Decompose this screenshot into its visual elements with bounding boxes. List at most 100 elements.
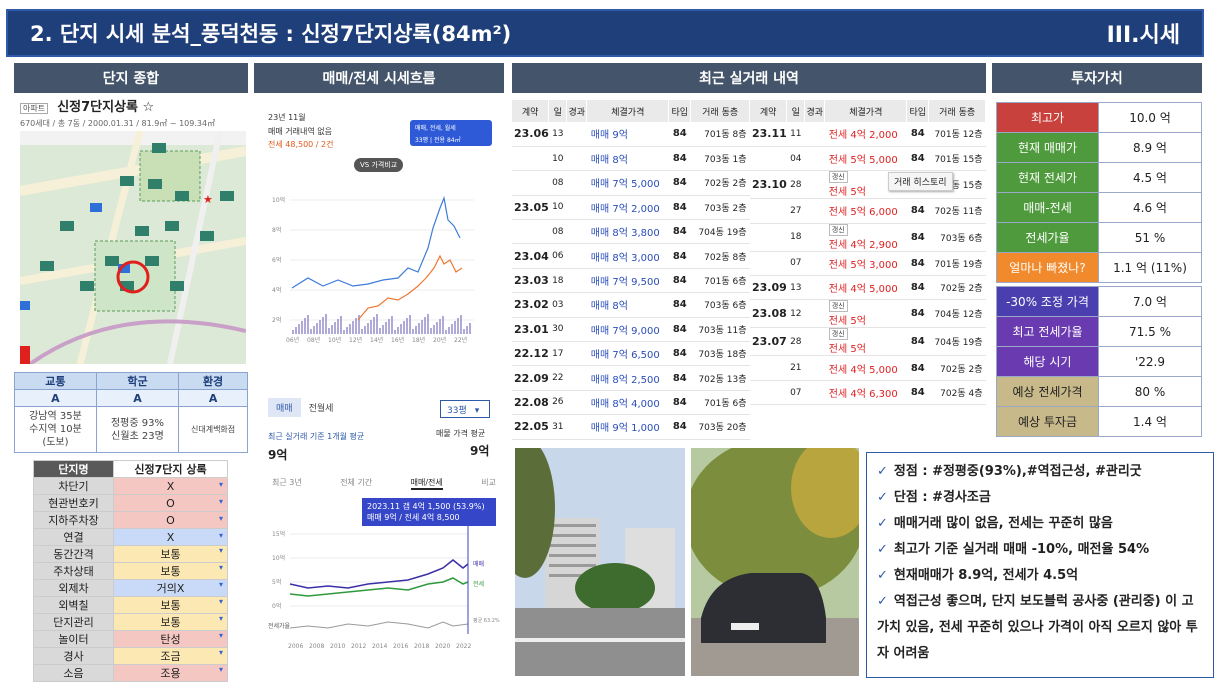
grade-env: A	[178, 389, 248, 407]
dropdown-arrow-icon[interactable]: ▾	[218, 563, 223, 572]
deal-row[interactable]: 08 매매 7억 5,000 84 702동 2층	[512, 170, 750, 196]
deal-row[interactable]: 23.03 18 매매 7억 9,500 84 701동 6층	[512, 268, 750, 294]
check-icon: ✓	[877, 516, 888, 531]
deal-row[interactable]: 23.11 11 전세 4억 2,000 84 701동 12층	[750, 122, 986, 147]
volume-bar	[328, 328, 330, 334]
deal-floor: 703동 1층	[690, 146, 750, 172]
dropdown-arrow-icon[interactable]: ▾	[218, 580, 223, 589]
dropdown-arrow-icon[interactable]: ▾	[218, 530, 223, 540]
tab-3y[interactable]: 최근 3년	[272, 478, 302, 487]
deal-renewal	[566, 365, 587, 391]
deal-row[interactable]: 23.09 13 전세 4억 5,000 84 702동 2층	[750, 275, 986, 301]
deal-row[interactable]: 21 전세 4억 5,000 84 702동 2층	[750, 355, 986, 381]
deal-row[interactable]: 07 전세 4억 6,300 84 702동 4층	[750, 380, 986, 406]
deal-header-cell: 경과	[566, 100, 588, 122]
tab-compare[interactable]: 비교	[481, 478, 496, 487]
attr-value-text: X	[166, 530, 175, 544]
dropdown-arrow-icon[interactable]: ▾	[218, 648, 223, 657]
deal-price-text: 매매 7억 6,500	[590, 350, 660, 362]
trend-filter[interactable]: 매매, 전세, 월세 33평 | 전용 84㎡	[410, 120, 492, 146]
deal-row[interactable]: 22.08 26 매매 8억 4,000 84 701동 6층	[512, 390, 750, 416]
deal-row[interactable]: 18 갱신 전세 4억 2,900 84 703동 6층	[750, 223, 986, 252]
deal-month: 23.11	[750, 122, 787, 147]
axis-tick-label: 18년	[412, 336, 425, 344]
deal-day: 08	[548, 170, 567, 196]
deal-row[interactable]: 07 전세 5억 3,000 84 701동 19층	[750, 251, 986, 277]
attr-value[interactable]: 보통 ▾	[113, 545, 228, 563]
attr-value[interactable]: 거의X ▾	[113, 579, 228, 597]
deal-day: 13	[548, 122, 567, 147]
dropdown-arrow-icon[interactable]: ▾	[218, 496, 223, 506]
dropdown-arrow-icon[interactable]: ▾	[218, 513, 223, 523]
deal-row[interactable]: 23.06 13 매매 9억 84 701동 8층	[512, 122, 750, 147]
complex-map[interactable]: ★	[20, 131, 246, 364]
attr-row: 현관번호키 O ▾	[33, 494, 228, 512]
deal-price-text: 전세 5억	[828, 344, 866, 356]
tab-all[interactable]: 전체 기간	[340, 478, 373, 487]
deal-type: 84	[668, 170, 691, 196]
dropdown-arrow-icon[interactable]: ▾	[218, 631, 223, 640]
attr-header-key: 단지명	[33, 460, 114, 478]
volume-bar	[469, 323, 471, 334]
volume-bar	[439, 319, 441, 334]
deal-floor: 702동 2층	[928, 275, 986, 301]
attr-key: 지하주차장	[33, 511, 114, 529]
attr-value[interactable]: 보통 ▾	[113, 613, 228, 631]
deal-row[interactable]: 23.04 06 매매 8억 3,000 84 702동 8층	[512, 243, 750, 269]
deal-price-text: 전세 4억 5,000	[828, 284, 898, 296]
complex-name[interactable]: 신정7단지상록 ☆	[57, 100, 155, 115]
deal-day: 07	[786, 380, 805, 406]
attr-row: 경사 조금 ▾	[33, 647, 228, 665]
deal-row[interactable]: 27 전세 5억 6,000 84 702동 11층	[750, 198, 986, 224]
attr-value[interactable]: O ▾	[113, 494, 228, 512]
attr-value[interactable]: 보통 ▾	[113, 562, 228, 580]
summary-item: ✓ 매매거래 많이 없음, 전세는 꾸준히 많음	[877, 511, 1203, 537]
dropdown-arrow-icon[interactable]: ▾	[218, 665, 223, 674]
axis-tick-label: 2020	[435, 643, 450, 650]
deal-row[interactable]: 22.09 22 매매 8억 2,500 84 702동 13층	[512, 365, 750, 391]
attr-row: 연결 X ▾	[33, 528, 228, 546]
tab-sale-lease[interactable]: 매매/전세	[410, 477, 443, 490]
deal-row[interactable]: 23.02 03 매매 8억 84 703동 6층	[512, 292, 750, 318]
volume-bar	[430, 328, 432, 334]
deal-row[interactable]: 22.12 17 매매 7억 6,500 84 703동 18층	[512, 341, 750, 367]
dropdown-arrow-icon[interactable]: ▾	[218, 597, 223, 606]
attr-row: 차단기 X ▾	[33, 477, 228, 495]
deal-row[interactable]: 04 전세 5억 5,000 84 701동 15층	[750, 146, 986, 172]
attr-value[interactable]: 조금 ▾	[113, 647, 228, 665]
deal-row[interactable]: 23.08 12 갱신 전세 5억 84 704동 12층	[750, 299, 986, 329]
deal-row[interactable]: 10 매매 8억 84 703동 1층	[512, 146, 750, 172]
photo-apartment	[515, 448, 685, 676]
deal-month: 23.06	[512, 122, 549, 147]
compare-button[interactable]: VS 가격비교	[354, 158, 404, 172]
deal-price: 매매 9억 1,000	[586, 414, 669, 440]
deal-row[interactable]: 08 매매 8억 3,800 84 704동 19층	[512, 219, 750, 245]
attr-value[interactable]: 보통 ▾	[113, 596, 228, 614]
deal-price: 전세 4억 2,000	[824, 122, 907, 147]
deal-type: 84	[906, 146, 929, 172]
attr-value[interactable]: X ▾	[113, 477, 228, 495]
deal-price-text: 매매 7억 2,000	[590, 203, 660, 215]
attr-value[interactable]: X ▾	[113, 528, 228, 546]
attr-value[interactable]: 조용 ▾	[113, 664, 228, 682]
dropdown-arrow-icon[interactable]: ▾	[218, 479, 223, 489]
deal-row[interactable]: 23.05 10 매매 7억 2,000 84 703동 2층	[512, 195, 750, 221]
tab-sale[interactable]: 매매	[268, 398, 301, 417]
deal-row[interactable]: 22.05 31 매매 9억 1,000 84 703동 20층	[512, 414, 750, 440]
tab-lease[interactable]: 전월세	[308, 404, 334, 414]
attribute-rows: 차단기 X ▾ 현관번호키 O ▾ 지하주차장 O ▾ 연결 X ▾ 동간간격 보통 ▾ 주차상태 보통 ▾ 외제차…	[33, 477, 228, 682]
parking-image	[691, 448, 859, 676]
axis-tick-label: 8억	[272, 226, 281, 234]
axis-tick-label: 2012	[351, 643, 366, 650]
axis-tick-label: 20년	[433, 336, 446, 344]
pyeong-select[interactable]: 33평 ▾	[440, 400, 490, 418]
deal-day: 12	[786, 299, 805, 329]
deal-list: 계약 일 경과 체결가격 타입 거래 동층 23.06 13 매매 9억 84 701동 8층 10…	[512, 100, 986, 444]
attr-value[interactable]: O ▾	[113, 511, 228, 529]
deal-row[interactable]: 23.07 28 갱신 전세 5억 84 704동 19층	[750, 327, 986, 357]
attr-value[interactable]: 탄성 ▾	[113, 630, 228, 648]
deal-month: 22.05	[512, 414, 549, 440]
dropdown-arrow-icon[interactable]: ▾	[218, 614, 223, 623]
dropdown-arrow-icon[interactable]: ▾	[218, 546, 223, 555]
deal-row[interactable]: 23.01 30 매매 7억 9,000 84 703동 11층	[512, 317, 750, 343]
